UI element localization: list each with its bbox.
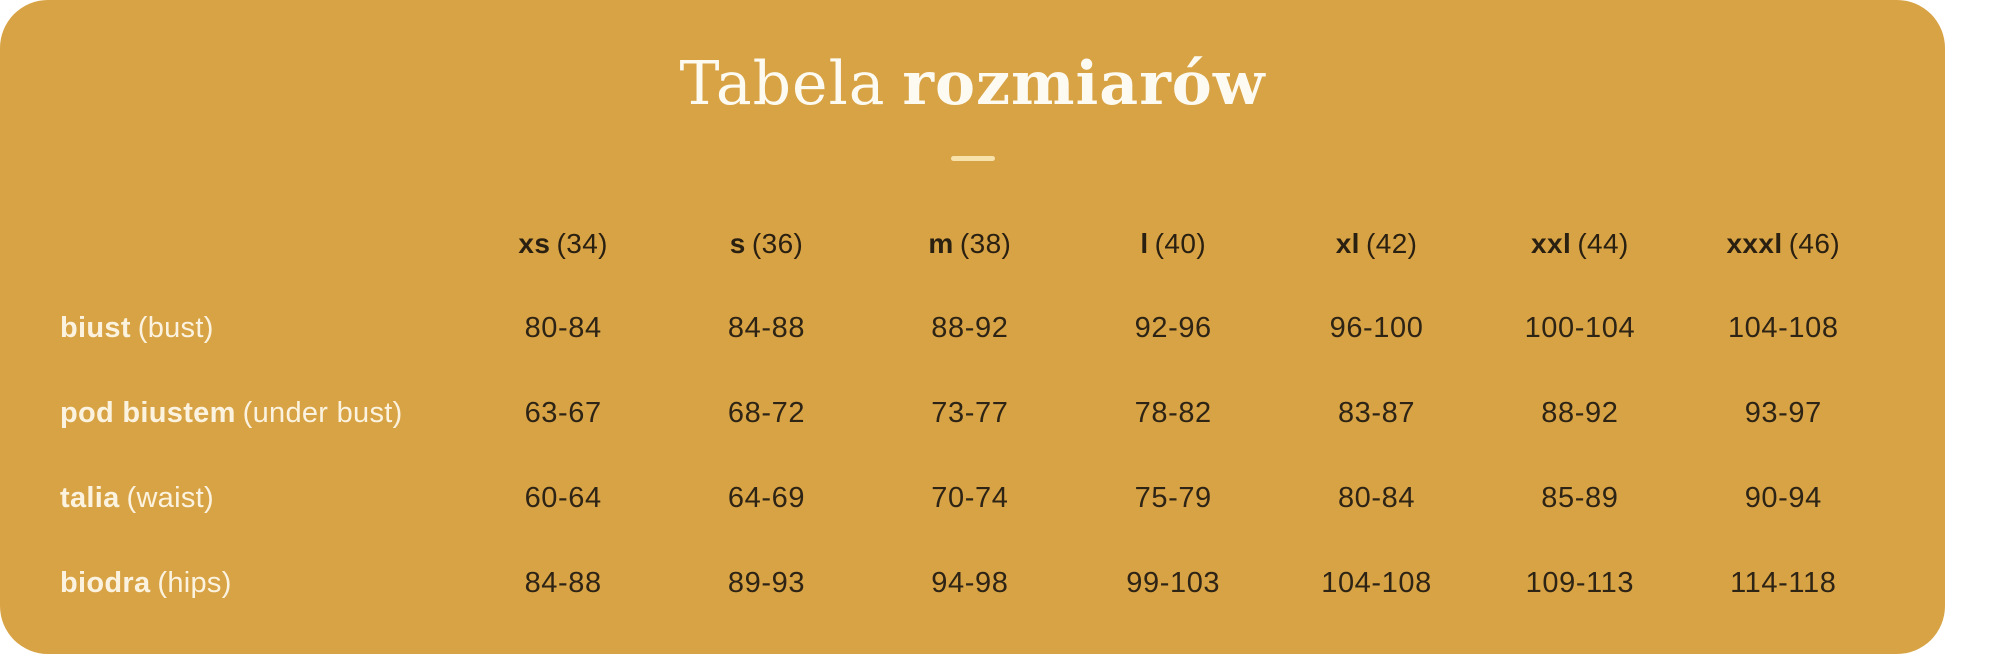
cell-value: 104-108 [1321,567,1432,599]
table-row-bust: biust (bust) 80-84 84-88 88-92 92-96 96-1… [60,286,1885,371]
size-label: s [729,227,746,259]
row-label-pl: biust [60,312,131,344]
row-label-pl: talia [60,482,120,514]
row-label-under-bust: pod biustem (under bust) [60,371,462,456]
cell-value: 70-74 [931,482,1009,514]
size-label: xxxl [1726,227,1783,259]
cell-value: 84-88 [524,567,602,599]
cell-value: 68-72 [727,397,806,429]
title-word-bold: rozmiarów [902,49,1266,119]
row-label-bust: biust (bust) [60,286,462,371]
cell-value: 83-87 [1337,397,1416,429]
row-label-pl: pod biustem [60,397,236,429]
cell-value: 75-79 [1134,482,1212,514]
cell-value: 73-77 [931,397,1009,429]
cell-value: 100-104 [1524,312,1636,344]
cell-value: 85-89 [1541,482,1619,514]
size-chart-card: Tabela rozmiarów xs (34) s (36) m (38) l (40)… [0,0,1945,654]
cell-value: 80-84 [524,312,602,344]
column-header-l: l (40) [1072,201,1275,286]
cell-value: 64-69 [727,482,806,514]
size-number: (34) [556,227,608,259]
column-header-m: m (38) [868,201,1071,286]
cell-value: 99-103 [1126,567,1221,599]
header-spacer [60,201,462,286]
cell-value: 104-108 [1727,312,1839,344]
cell-value: 96-100 [1329,312,1424,344]
column-header-xxl: xxl (44) [1478,201,1681,286]
row-label-en: (hips) [157,567,232,599]
cell-value: 60-64 [524,482,602,514]
row-label-en: (under bust) [242,397,403,429]
cell-value: 93-97 [1744,397,1822,429]
cell-value: 89-93 [727,567,806,599]
size-number: (42) [1366,227,1418,259]
column-header-xs: xs (34) [462,201,665,286]
row-label-waist: talia (waist) [60,456,462,541]
table-row-under-bust: pod biustem (under bust) 63-67 68-72 73-7… [60,371,1885,456]
cell-value: 80-84 [1337,482,1416,514]
column-header-s: s (36) [665,201,868,286]
cell-value: 94-98 [931,567,1009,599]
size-label: xxl [1531,227,1572,259]
row-label-en: (waist) [126,482,214,514]
cell-value: 78-82 [1134,397,1212,429]
row-label-hips: biodra (hips) [60,541,462,626]
size-number: (36) [751,227,804,259]
size-number: (38) [959,227,1012,259]
cell-value: 88-92 [931,312,1009,344]
size-number: (40) [1154,227,1207,259]
size-label: m [928,227,954,259]
title-divider [950,156,995,161]
size-label: l [1140,227,1149,259]
cell-value: 84-88 [727,312,806,344]
page-title: Tabela rozmiarów [60,44,1885,124]
cell-value: 88-92 [1541,397,1619,429]
size-header-row: xs (34) s (36) m (38) l (40) xl (42) xxl (44) … [60,201,1885,286]
cell-value: 63-67 [524,397,602,429]
title-word-light: Tabela [679,49,886,119]
table-row-waist: talia (waist) 60-64 64-69 70-74 75-79 80-… [60,456,1885,541]
size-label: xl [1335,227,1360,259]
size-table: xs (34) s (36) m (38) l (40) xl (42) xxl (44) … [60,201,1885,626]
column-header-xxxl: xxxl (46) [1682,201,1885,286]
cell-value: 109-113 [1525,567,1635,599]
row-label-en: (bust) [137,312,214,344]
size-label: xs [518,227,551,259]
cell-value: 114-118 [1730,567,1837,599]
cell-value: 92-96 [1134,312,1212,344]
cell-value: 90-94 [1744,482,1822,514]
column-header-xl: xl (42) [1275,201,1478,286]
table-row-hips: biodra (hips) 84-88 89-93 94-98 99-103 10… [60,541,1885,626]
row-label-pl: biodra [60,567,151,599]
size-number: (46) [1788,227,1841,259]
size-number: (44) [1577,227,1629,259]
